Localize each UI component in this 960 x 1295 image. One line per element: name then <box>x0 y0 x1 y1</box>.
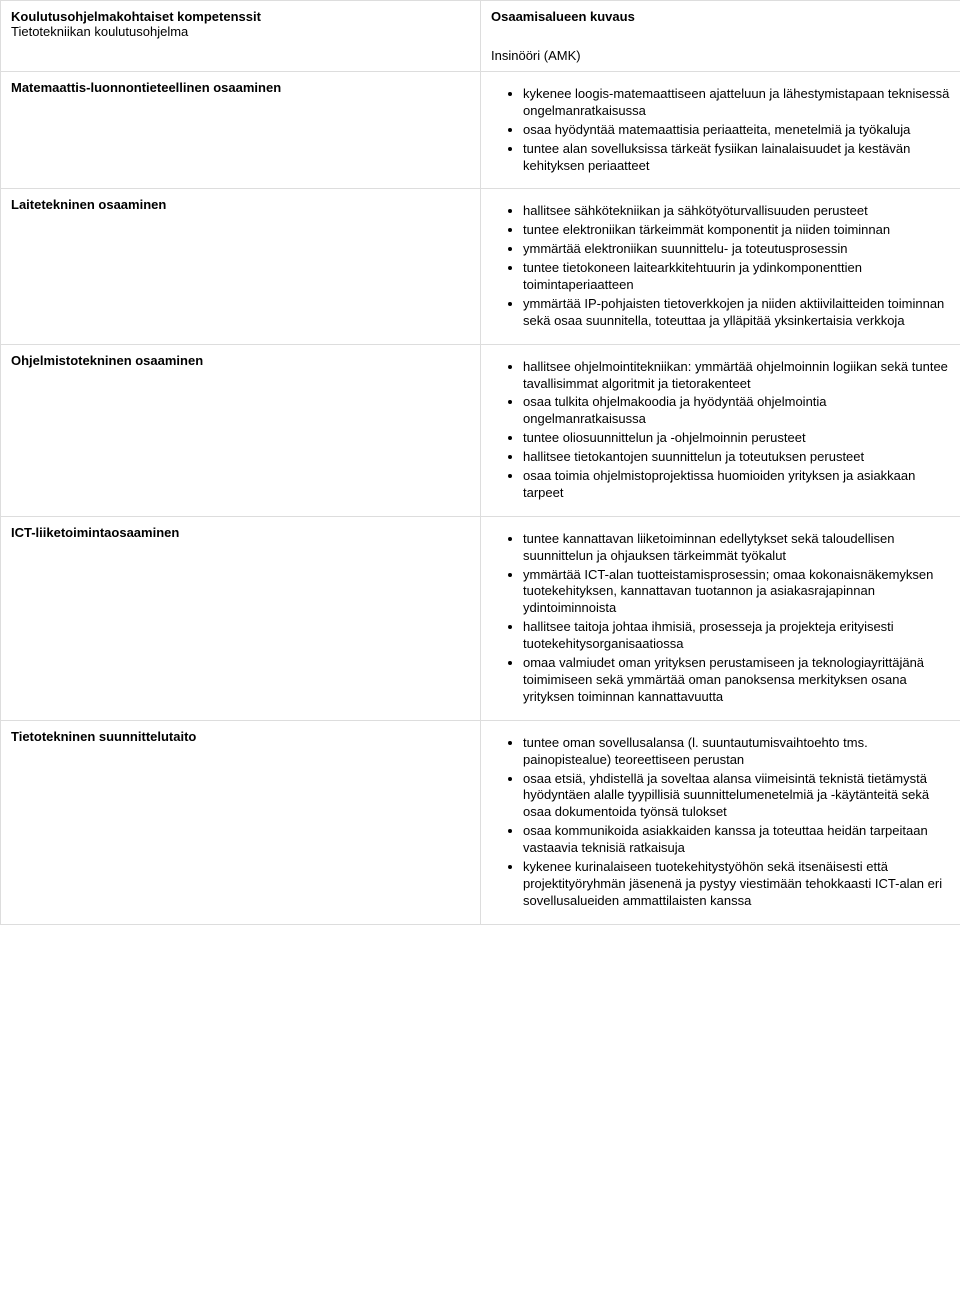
list-item: osaa tulkita ohjelmakoodia ja hyödyntää … <box>523 394 950 428</box>
list-item: hallitsee tietokantojen suunnittelun ja … <box>523 449 950 466</box>
list-item: ymmärtää IP-pohjaisten tietoverkkojen ja… <box>523 296 950 330</box>
row-desc-cell: tuntee oman sovellusalansa (l. suuntautu… <box>481 720 960 924</box>
list-item: ymmärtää ICT-alan tuotteistamisprosessin… <box>523 567 950 618</box>
bullet-list: kykenee loogis-matemaattiseen ajatteluun… <box>491 86 950 174</box>
row-title: Laitetekninen osaaminen <box>11 197 166 212</box>
list-item: osaa kommunikoida asiakkaiden kanssa ja … <box>523 823 950 857</box>
row-title-cell: Matemaattis-luonnontieteellinen osaamine… <box>1 72 481 189</box>
list-item: tuntee tietokoneen laitearkkitehtuurin j… <box>523 260 950 294</box>
list-item: omaa valmiudet oman yrityksen perustamis… <box>523 655 950 706</box>
header-row: Koulutusohjelmakohtaiset kompetenssit Ti… <box>1 1 960 72</box>
row-title: Ohjelmistotekninen osaaminen <box>11 353 203 368</box>
list-item: tuntee kannattavan liiketoiminnan edelly… <box>523 531 950 565</box>
header-right-sub: Insinööri (AMK) <box>491 48 581 63</box>
list-item: tuntee oliosuunnittelun ja -ohjelmoinnin… <box>523 430 950 447</box>
header-left-cell: Koulutusohjelmakohtaiset kompetenssit Ti… <box>1 1 481 72</box>
row-title: ICT-liiketoimintaosaaminen <box>11 525 179 540</box>
list-item: osaa hyödyntää matemaattisia periaatteit… <box>523 122 950 139</box>
row-desc-cell: hallitsee ohjelmointitekniikan: ymmärtää… <box>481 344 960 516</box>
competency-table: Koulutusohjelmakohtaiset kompetenssit Ti… <box>0 0 960 925</box>
header-left-title: Koulutusohjelmakohtaiset kompetenssit <box>11 9 261 24</box>
list-item: tuntee elektroniikan tärkeimmät komponen… <box>523 222 950 239</box>
row-title-cell: Tietotekninen suunnittelutaito <box>1 720 481 924</box>
table-row: Tietotekninen suunnittelutaito tuntee oma… <box>1 720 960 924</box>
table-row: ICT-liiketoimintaosaaminen tuntee kannatt… <box>1 516 960 720</box>
bullet-list: hallitsee ohjelmointitekniikan: ymmärtää… <box>491 359 950 502</box>
row-title-cell: ICT-liiketoimintaosaaminen <box>1 516 481 720</box>
list-item: ymmärtää elektroniikan suunnittelu- ja t… <box>523 241 950 258</box>
row-desc-cell: kykenee loogis-matemaattiseen ajatteluun… <box>481 72 960 189</box>
list-item: osaa toimia ohjelmistoprojektissa huomio… <box>523 468 950 502</box>
row-title: Matemaattis-luonnontieteellinen osaamine… <box>11 80 281 95</box>
table-row: Matemaattis-luonnontieteellinen osaamine… <box>1 72 960 189</box>
list-item: kykenee loogis-matemaattiseen ajatteluun… <box>523 86 950 120</box>
table-row: Laitetekninen osaaminen hallitsee sähköte… <box>1 189 960 344</box>
list-item: hallitsee ohjelmointitekniikan: ymmärtää… <box>523 359 950 393</box>
list-item: tuntee oman sovellusalansa (l. suuntautu… <box>523 735 950 769</box>
bullet-list: tuntee kannattavan liiketoiminnan edelly… <box>491 531 950 706</box>
row-title-cell: Ohjelmistotekninen osaaminen <box>1 344 481 516</box>
header-right-cell: Osaamisalueen kuvaus Insinööri (AMK) <box>481 1 960 72</box>
row-desc-cell: tuntee kannattavan liiketoiminnan edelly… <box>481 516 960 720</box>
row-title: Tietotekninen suunnittelutaito <box>11 729 196 744</box>
list-item: tuntee alan sovelluksissa tärkeät fysiik… <box>523 141 950 175</box>
row-desc-cell: hallitsee sähkötekniikan ja sähkötyöturv… <box>481 189 960 344</box>
list-item: osaa etsiä, yhdistellä ja soveltaa alans… <box>523 771 950 822</box>
table-row: Ohjelmistotekninen osaaminen hallitsee oh… <box>1 344 960 516</box>
header-left-sub: Tietotekniikan koulutusohjelma <box>11 24 188 39</box>
header-right-title: Osaamisalueen kuvaus <box>491 9 635 24</box>
list-item: hallitsee sähkötekniikan ja sähkötyöturv… <box>523 203 950 220</box>
row-title-cell: Laitetekninen osaaminen <box>1 189 481 344</box>
list-item: hallitsee taitoja johtaa ihmisiä, proses… <box>523 619 950 653</box>
list-item: kykenee kurinalaiseen tuotekehitystyöhön… <box>523 859 950 910</box>
bullet-list: hallitsee sähkötekniikan ja sähkötyöturv… <box>491 203 950 329</box>
bullet-list: tuntee oman sovellusalansa (l. suuntautu… <box>491 735 950 910</box>
